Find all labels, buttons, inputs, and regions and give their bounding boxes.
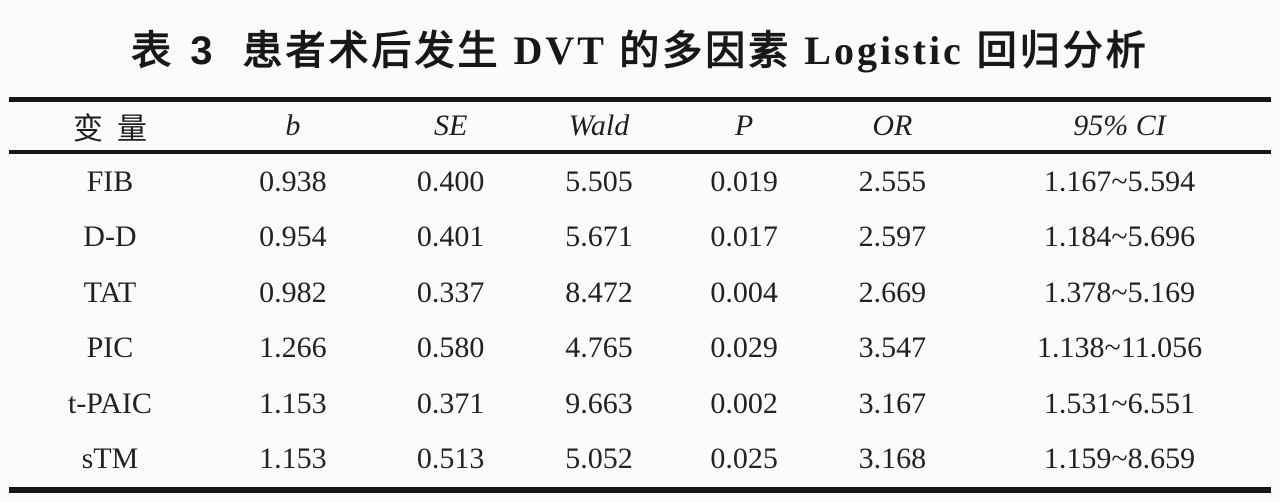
se-cell: 0.337 bbox=[416, 275, 485, 309]
se-cell: 0.580 bbox=[416, 331, 485, 365]
ci-cell: 1.378~5.169 bbox=[1043, 275, 1196, 309]
table-row-fib: FIB 0.938 0.400 5.505 0.019 2.555 1.167~… bbox=[9, 152, 1271, 210]
logistic-regression-table: 变量 b SE Wald P OR 95% CI FIB 0.938 0.400… bbox=[9, 97, 1271, 493]
wald-cell: 9.663 bbox=[565, 386, 633, 420]
column-header-ci: 95% CI bbox=[968, 99, 1271, 154]
wald-cell: 5.671 bbox=[565, 220, 633, 254]
wald-cell: 8.472 bbox=[565, 275, 633, 309]
column-header-b: b bbox=[210, 99, 375, 154]
variable-cell: TAT bbox=[83, 275, 137, 309]
or-cell: 3.167 bbox=[858, 386, 927, 420]
variable-cell: D-D bbox=[83, 220, 137, 254]
variable-cell: t-PAIC bbox=[67, 386, 152, 420]
column-header-p: P bbox=[671, 99, 817, 154]
se-cell: 0.400 bbox=[416, 164, 485, 198]
variable-cell: sTM bbox=[81, 442, 139, 476]
or-cell: 2.669 bbox=[858, 275, 927, 309]
table-row-tpaic: t-PAIC 1.153 0.371 9.663 0.002 3.167 1.5… bbox=[9, 376, 1271, 432]
table-header-row: 变量 b SE Wald P OR 95% CI bbox=[9, 99, 1271, 154]
table-row-pic: PIC 1.266 0.580 4.765 0.029 3.547 1.138~… bbox=[9, 321, 1271, 377]
table-row-tat: TAT 0.982 0.337 8.472 0.004 2.669 1.378~… bbox=[9, 265, 1271, 321]
se-cell: 0.371 bbox=[416, 386, 485, 420]
or-cell: 3.168 bbox=[858, 442, 927, 476]
p-cell: 0.002 bbox=[710, 386, 778, 420]
column-header-wald: Wald bbox=[526, 99, 672, 154]
variable-cell: FIB bbox=[86, 164, 134, 198]
or-cell: 2.597 bbox=[858, 220, 927, 254]
b-cell: 0.954 bbox=[259, 220, 327, 254]
p-cell: 0.004 bbox=[710, 275, 778, 309]
ci-cell: 1.138~11.056 bbox=[1036, 331, 1203, 365]
p-cell: 0.029 bbox=[710, 331, 778, 365]
b-cell: 0.938 bbox=[259, 164, 327, 198]
column-header-se: SE bbox=[374, 99, 527, 154]
b-cell: 1.153 bbox=[259, 442, 327, 476]
table-number: 表 3 bbox=[131, 29, 217, 73]
ci-cell: 1.531~6.551 bbox=[1043, 386, 1196, 420]
ci-cell: 1.159~8.659 bbox=[1043, 442, 1196, 476]
column-header-variable: 变量 bbox=[9, 99, 211, 154]
column-header-or: OR bbox=[816, 99, 969, 154]
p-cell: 0.025 bbox=[710, 442, 778, 476]
table-title: 表 3 患者术后发生 DVT 的多因素 Logistic 回归分析 bbox=[8, 18, 1272, 76]
se-cell: 0.401 bbox=[416, 220, 485, 254]
p-cell: 0.017 bbox=[710, 220, 778, 254]
ci-cell: 1.167~5.594 bbox=[1043, 164, 1196, 198]
wald-cell: 5.505 bbox=[565, 164, 633, 198]
table-row-stm: sTM 1.153 0.513 5.052 0.025 3.168 1.159~… bbox=[9, 432, 1271, 491]
ci-cell: 1.184~5.696 bbox=[1043, 220, 1196, 254]
variable-cell: PIC bbox=[86, 331, 134, 365]
p-cell: 0.019 bbox=[710, 164, 778, 198]
or-cell: 2.555 bbox=[858, 164, 927, 198]
b-cell: 1.153 bbox=[259, 386, 327, 420]
table-title-text: 患者术后发生 DVT 的多因素 Logistic 回归分析 bbox=[242, 28, 1149, 73]
b-cell: 0.982 bbox=[259, 275, 327, 309]
b-cell: 1.266 bbox=[259, 331, 327, 365]
wald-cell: 4.765 bbox=[565, 331, 633, 365]
or-cell: 3.547 bbox=[858, 331, 927, 365]
wald-cell: 5.052 bbox=[565, 442, 633, 476]
table-row-dd: D-D 0.954 0.401 5.671 0.017 2.597 1.184~… bbox=[9, 210, 1271, 266]
se-cell: 0.513 bbox=[416, 442, 485, 476]
